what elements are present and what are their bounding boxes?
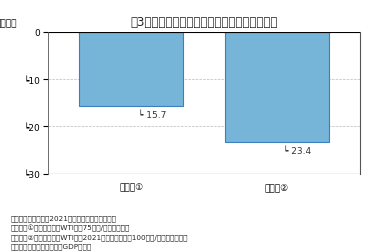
Bar [79,33,183,107]
Bar [225,33,329,143]
Text: ┕ 23.4: ┕ 23.4 [283,147,311,155]
Text: （注）所得流出額は2021年度の交易利得の減少額
　ケース①：原油価格（WTI）が75ドル/バレルで推移
　ケース②：原油価格（WTI）が2021年度末にかけて: （注）所得流出額は2021年度の交易利得の減少額 ケース①：原油価格（WTI）が… [11,215,188,249]
Text: ┕ 15.7: ┕ 15.7 [138,110,166,119]
Title: 図3　原油価格の想定別・所得流出額（試算）: 図3 原油価格の想定別・所得流出額（試算） [130,16,278,29]
Text: （兆円）: （兆円） [0,20,17,28]
